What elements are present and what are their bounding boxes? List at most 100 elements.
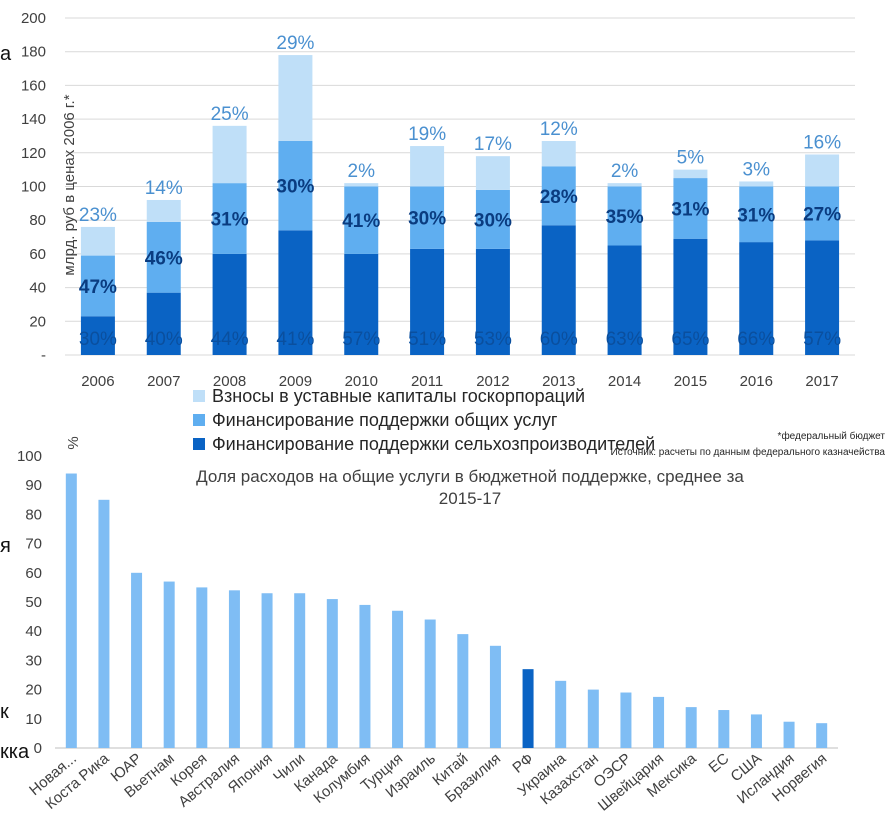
- bar: [522, 669, 534, 748]
- bar-segment: [410, 146, 445, 187]
- bar: [424, 619, 436, 748]
- bar: [392, 610, 404, 748]
- bar: [653, 696, 665, 748]
- bar-segment: [146, 221, 181, 293]
- data-label: 31%: [211, 210, 249, 231]
- data-label: 30%: [276, 177, 314, 198]
- stacked-bar-chart: - 20 40 60 80 100 120 140 160 180 200 млрд. руб в ц…: [21, 10, 885, 458]
- edge-text: к: [0, 701, 9, 723]
- x-tick-label: 2009: [279, 373, 312, 390]
- data-label: 51%: [408, 329, 446, 350]
- y-tick-label: 0: [34, 740, 42, 757]
- bar: [555, 680, 567, 748]
- data-label: 66%: [737, 329, 775, 350]
- bar-segment: [805, 186, 840, 241]
- bar: [196, 587, 208, 748]
- y-tick-label: 40: [29, 280, 46, 297]
- y-tick-label: 80: [25, 506, 42, 523]
- y-tick-label: 90: [25, 477, 42, 494]
- bar-segment: [212, 183, 247, 254]
- bar-segment: [344, 186, 379, 254]
- bar-segment: [278, 55, 313, 142]
- data-label: 41%: [276, 329, 314, 350]
- bar: [359, 604, 371, 748]
- bar-segment: [475, 248, 510, 355]
- bar-segment: [212, 125, 247, 184]
- data-label: 30%: [408, 209, 446, 230]
- legend-label: Финансирование поддержки общих услуг: [212, 410, 558, 430]
- bar-segment: [673, 178, 708, 239]
- bar: [620, 692, 632, 748]
- bar-segment: [410, 248, 445, 355]
- x-tick-label: 2015: [674, 373, 707, 390]
- bar: [587, 689, 599, 748]
- data-label: 57%: [803, 329, 841, 350]
- x-tick-label: 2007: [147, 373, 180, 390]
- bar: [326, 599, 338, 748]
- bar-segment: [607, 186, 642, 246]
- data-label: 47%: [79, 277, 117, 298]
- x-tick-label: 2013: [542, 373, 575, 390]
- data-label: 16%: [803, 132, 841, 153]
- data-label: 46%: [145, 248, 183, 269]
- bar-segment: [278, 141, 313, 231]
- data-label: 27%: [803, 204, 841, 225]
- bar: [816, 723, 828, 748]
- bar-segment: [673, 169, 708, 179]
- cropped-edge-text: а я к кка: [0, 43, 30, 763]
- data-label: 19%: [408, 124, 446, 145]
- bar-segment: [541, 225, 576, 355]
- chart-title: 2015-17: [439, 489, 501, 508]
- y-tick-label: 20: [25, 682, 42, 699]
- data-label: 29%: [276, 33, 314, 54]
- data-label: 12%: [540, 119, 578, 140]
- x-tick-label: 2016: [740, 373, 773, 390]
- bar-segment: [344, 183, 379, 187]
- bar-segment: [212, 253, 247, 355]
- data-label: 40%: [145, 329, 183, 350]
- x-tick-label: 2008: [213, 373, 246, 390]
- bar-segment: [80, 226, 115, 256]
- data-label: 17%: [474, 134, 512, 155]
- legend-swatch: [193, 390, 205, 402]
- data-label: 41%: [342, 211, 380, 232]
- y-tick-label: 160: [21, 77, 46, 94]
- data-label: 65%: [671, 329, 709, 350]
- y-tick-label: 100: [21, 179, 46, 196]
- bar-segment: [739, 186, 774, 243]
- y-tick-label: 100: [17, 448, 42, 465]
- country-bar-chart: 0 10 20 30 40 50 60 70 80 90 100% Доля расходов на …: [17, 436, 838, 815]
- y-tick-label: 80: [29, 212, 46, 229]
- legend-label: Взносы в уставные капиталы госкорпораций: [212, 386, 585, 406]
- data-label: 5%: [677, 148, 705, 169]
- data-label: 63%: [606, 329, 644, 350]
- bar-segment: [607, 245, 642, 355]
- y-tick-label: 30: [25, 652, 42, 669]
- bar-segment: [146, 199, 181, 222]
- bar-segment: [607, 183, 642, 187]
- bar-segment: [146, 292, 181, 355]
- bar-segment: [278, 230, 313, 355]
- y-tick-label: 70: [25, 536, 42, 553]
- bar-segment: [739, 242, 774, 355]
- bar: [718, 710, 730, 748]
- bar-segment: [673, 238, 708, 355]
- bar: [131, 572, 143, 748]
- bar-segment: [344, 253, 379, 355]
- data-label: 31%: [671, 199, 709, 220]
- x-tick-label: 2014: [608, 373, 641, 390]
- y-tick-label: 180: [21, 44, 46, 61]
- data-label: 31%: [737, 205, 775, 226]
- data-label: 2%: [348, 161, 376, 182]
- chart-title: Доля расходов на общие услуги в бюджетно…: [196, 467, 744, 486]
- data-label: 30%: [474, 210, 512, 231]
- y-tick-label: -: [41, 347, 46, 364]
- data-label: 28%: [540, 187, 578, 208]
- data-label: 3%: [743, 159, 771, 180]
- y-tick-label: 50: [25, 594, 42, 611]
- data-label: 14%: [145, 178, 183, 199]
- bar-segment: [410, 186, 445, 249]
- bar: [750, 714, 762, 748]
- legend-swatch: [193, 438, 205, 450]
- bar: [65, 473, 77, 748]
